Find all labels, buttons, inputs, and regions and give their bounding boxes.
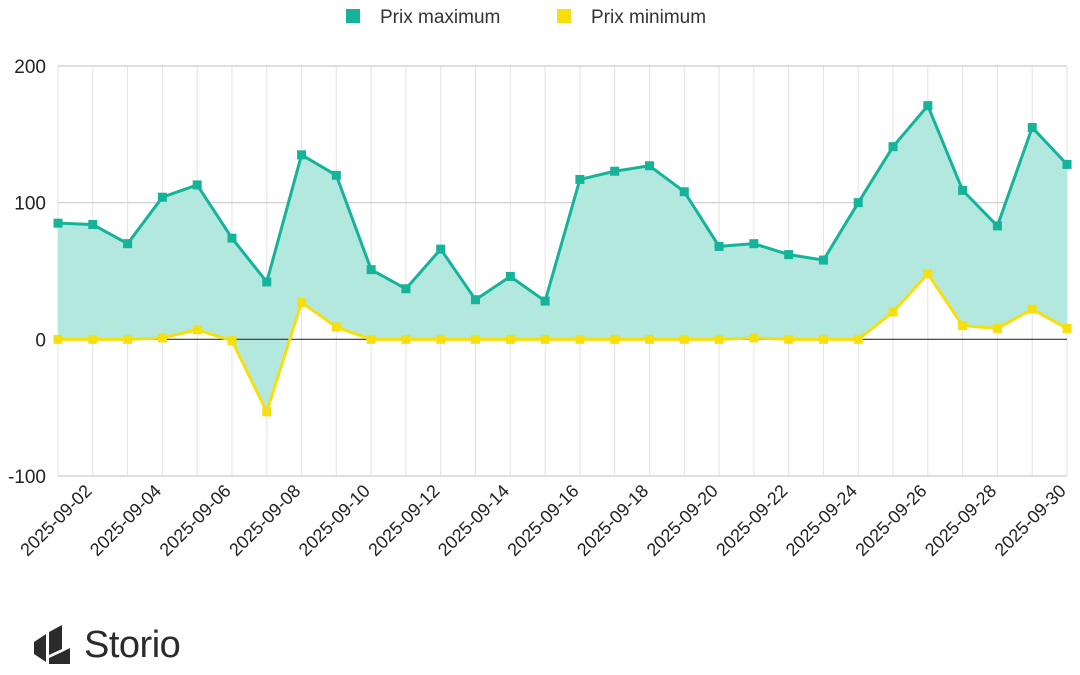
max-price-point: [818, 255, 828, 265]
x-tick-label: 2025-09-04: [86, 481, 165, 560]
x-tick-label: 2025-09-16: [503, 481, 582, 560]
min-price-point: [401, 334, 411, 344]
min-price-point: [505, 334, 515, 344]
min-price-point: [958, 321, 968, 331]
y-tick-label: -100: [8, 467, 46, 488]
legend-swatch-min: [557, 9, 571, 23]
max-price-point: [505, 271, 515, 281]
data-points: [53, 101, 1072, 417]
min-price-point: [853, 334, 863, 344]
x-tick-label: 2025-09-24: [782, 481, 861, 560]
min-price-point: [366, 334, 376, 344]
legend-swatch-max: [346, 9, 360, 23]
max-price-point: [679, 187, 689, 197]
min-price-point: [88, 334, 98, 344]
max-price-point: [714, 241, 724, 251]
x-tick-label: 2025-09-14: [434, 481, 513, 560]
min-price-point: [1062, 323, 1072, 333]
legend-label-max: Prix maximum: [380, 7, 500, 28]
x-tick-label: 2025-09-22: [712, 481, 791, 560]
x-tick-label: 2025-09-02: [16, 481, 95, 560]
brand-name: Storio: [84, 623, 181, 666]
x-tick-label: 2025-09-18: [573, 481, 652, 560]
max-price-point: [1027, 123, 1037, 132]
min-price-point: [227, 336, 237, 346]
y-tick-label: 200: [14, 57, 46, 78]
legend: Prix maximum Prix minimum: [346, 7, 706, 28]
series-lines: [57, 104, 1069, 414]
max-price-point: [157, 192, 167, 202]
min-price-point: [749, 333, 759, 343]
max-price-point: [471, 295, 481, 305]
min-price-point: [540, 334, 550, 344]
storio-logo-icon: [34, 625, 70, 664]
max-price-point: [227, 233, 237, 243]
max-price-point: [331, 170, 341, 180]
min-price-line: [58, 272, 1068, 414]
min-price-point: [923, 269, 933, 279]
x-tick-label: 2025-09-28: [921, 481, 1000, 560]
max-price-point: [958, 185, 968, 195]
x-axis-ticks: 2025-09-022025-09-042025-09-062025-09-08…: [16, 481, 1069, 560]
min-price-point: [818, 334, 828, 344]
max-price-point: [644, 161, 654, 171]
y-axis-ticks: -100 0 100 200: [8, 57, 46, 488]
max-price-point: [88, 220, 98, 230]
min-price-point: [784, 334, 794, 344]
x-tick-label: 2025-09-08: [225, 481, 304, 560]
max-price-line: [57, 104, 1069, 303]
max-price-point: [749, 239, 759, 249]
min-price-point: [610, 334, 620, 344]
max-price-point: [540, 296, 550, 306]
brand-logo: Storio: [32, 620, 181, 670]
legend-label-min: Prix minimum: [591, 7, 706, 28]
min-price-point: [992, 323, 1002, 333]
max-price-point: [923, 101, 933, 111]
min-price-point: [714, 334, 724, 344]
x-tick-label: 2025-09-12: [364, 481, 443, 560]
max-price-point: [192, 180, 202, 190]
max-price-point: [853, 198, 863, 208]
min-price-point: [888, 307, 898, 317]
max-price-point: [610, 166, 620, 176]
min-price-point: [644, 334, 654, 344]
max-price-point: [297, 150, 307, 160]
max-price-point: [888, 142, 898, 152]
max-price-point: [123, 239, 133, 249]
min-price-point: [262, 407, 272, 417]
max-price-point: [1062, 159, 1072, 169]
min-price-point: [53, 334, 63, 344]
y-tick-label: 0: [35, 330, 46, 351]
min-price-point: [157, 333, 167, 343]
range-area: [58, 105, 1067, 412]
x-tick-label: 2025-09-30: [991, 481, 1070, 560]
min-price-point: [575, 334, 585, 344]
x-tick-label: 2025-09-20: [643, 481, 722, 560]
min-price-point: [1027, 304, 1037, 314]
min-price-point: [471, 334, 481, 344]
x-tick-label: 2025-09-10: [295, 481, 374, 560]
min-price-point: [436, 334, 446, 344]
min-price-point: [331, 322, 341, 332]
min-price-point: [192, 325, 202, 335]
range-fill: [58, 105, 1067, 412]
max-price-point: [366, 265, 376, 275]
max-price-point: [53, 218, 63, 228]
max-price-point: [262, 277, 272, 287]
min-price-point: [679, 334, 689, 344]
price-range-chart: Prix maximum Prix minimum -100 0 100 200 20…: [8, 7, 1072, 560]
max-price-point: [575, 174, 585, 184]
max-price-point: [784, 250, 794, 260]
min-price-point: [123, 334, 133, 344]
y-tick-label: 100: [14, 194, 46, 215]
max-price-point: [401, 284, 411, 294]
x-tick-label: 2025-09-26: [851, 481, 930, 560]
max-price-point: [436, 244, 446, 254]
min-price-point: [297, 297, 307, 307]
x-tick-label: 2025-09-06: [156, 481, 235, 560]
max-price-point: [992, 221, 1002, 231]
